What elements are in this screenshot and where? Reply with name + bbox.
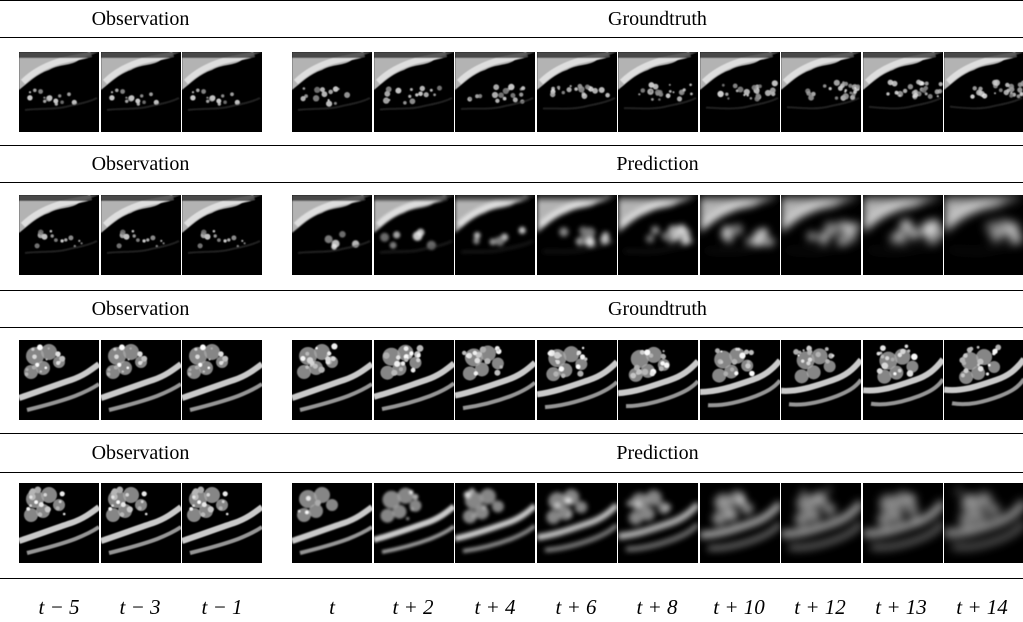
section-3-header-rule: [0, 327, 1023, 328]
groundtruth-frame-3-7: [781, 340, 861, 420]
observation-frame-3-2: [100, 340, 181, 420]
observation-frame-1-3: [182, 52, 262, 132]
observation-frames-1: [19, 52, 262, 132]
time-label-t-plus-8: t + 8: [636, 595, 678, 619]
prediction-frame-4-8: [862, 483, 943, 563]
groundtruth-header-1: Groundtruth: [608, 8, 707, 30]
prediction-header-2: Prediction: [616, 153, 699, 175]
groundtruth-header-3: Groundtruth: [608, 298, 707, 320]
prediction-frames-2: [292, 195, 1023, 275]
prediction-frame-4-1: [292, 483, 372, 563]
time-label-t-plus-13: t + 13: [875, 595, 927, 619]
groundtruth-frame-1-3: [455, 52, 535, 132]
observation-frames-4: [19, 483, 262, 563]
observation-header-3: Observation: [91, 298, 190, 320]
groundtruth-frame-1-1: [292, 52, 372, 132]
prediction-frame-2-4: [536, 195, 617, 275]
observation-header-1: Observation: [91, 8, 190, 30]
observation-frames-2: [19, 195, 262, 275]
prediction-frame-2-8: [862, 195, 943, 275]
section-4-top-rule: [0, 433, 1023, 434]
prediction-frame-2-7: [781, 195, 861, 275]
time-label-t-minus-1: t − 1: [201, 595, 243, 619]
groundtruth-frame-3-2: [373, 340, 454, 420]
observation-frame-3-1: [19, 340, 99, 420]
prediction-frame-2-3: [455, 195, 535, 275]
observation-frame-2-3: [182, 195, 262, 275]
observation-frame-4-2: [100, 483, 181, 563]
groundtruth-frame-1-6: [699, 52, 780, 132]
groundtruth-frames-1: [292, 52, 1023, 132]
bottom-rule: [0, 578, 1023, 579]
prediction-frame-2-2: [373, 195, 454, 275]
groundtruth-frame-1-2: [373, 52, 454, 132]
groundtruth-frame-3-4: [536, 340, 617, 420]
prediction-frame-4-6: [699, 483, 780, 563]
time-label-t-plus-14: t + 14: [956, 595, 1008, 619]
time-label-t-minus-3: t − 3: [119, 595, 161, 619]
prediction-header-4: Prediction: [616, 442, 699, 464]
observation-header-4: Observation: [91, 442, 190, 464]
observation-frame-3-3: [182, 340, 262, 420]
section-2-header-rule: [0, 182, 1023, 183]
observation-frame-1-1: [19, 52, 99, 132]
groundtruth-frame-3-9: [944, 340, 1023, 420]
observation-frame-2-1: [19, 195, 99, 275]
groundtruth-frame-1-8: [862, 52, 943, 132]
prediction-frame-2-6: [699, 195, 780, 275]
groundtruth-frame-3-5: [618, 340, 698, 420]
prediction-frame-4-4: [536, 483, 617, 563]
section-3-top-rule: [0, 290, 1023, 291]
time-label-t-plus-4: t + 4: [474, 595, 516, 619]
time-label-t-plus-2: t + 2: [392, 595, 434, 619]
groundtruth-frame-1-4: [536, 52, 617, 132]
time-axis-labels: t − 5 t − 3 t − 1 t t + 2 t + 4 t + 6 t …: [0, 596, 1023, 622]
observation-frame-2-2: [100, 195, 181, 275]
prediction-frame-2-5: [618, 195, 698, 275]
prediction-frame-4-9: [944, 483, 1023, 563]
groundtruth-frame-1-9: [944, 52, 1023, 132]
prediction-frame-4-7: [781, 483, 861, 563]
groundtruth-frame-1-5: [618, 52, 698, 132]
observation-frame-4-3: [182, 483, 262, 563]
time-label-t-minus-5: t − 5: [38, 595, 80, 619]
time-label-t-plus-6: t + 6: [555, 595, 597, 619]
prediction-frame-4-3: [455, 483, 535, 563]
section-2-top-rule: [0, 145, 1023, 146]
section-1-header-rule: [0, 37, 1023, 38]
groundtruth-frame-3-1: [292, 340, 372, 420]
groundtruth-frame-1-7: [781, 52, 861, 132]
groundtruth-frame-3-3: [455, 340, 535, 420]
prediction-frame-4-2: [373, 483, 454, 563]
prediction-frame-2-1: [292, 195, 372, 275]
time-label-t-plus-12: t + 12: [794, 595, 846, 619]
observation-frame-1-2: [100, 52, 181, 132]
time-label-t-plus-10: t + 10: [713, 595, 765, 619]
top-rule: [0, 0, 1023, 1]
prediction-frame-4-5: [618, 483, 698, 563]
observation-frame-4-1: [19, 483, 99, 563]
section-4-header-rule: [0, 472, 1023, 473]
groundtruth-frames-3: [292, 340, 1023, 420]
prediction-frame-2-9: [944, 195, 1023, 275]
time-label-t: t: [329, 595, 335, 619]
groundtruth-frame-3-8: [862, 340, 943, 420]
groundtruth-frame-3-6: [699, 340, 780, 420]
observation-header-2: Observation: [91, 153, 190, 175]
prediction-frames-4: [292, 483, 1023, 563]
observation-frames-3: [19, 340, 262, 420]
